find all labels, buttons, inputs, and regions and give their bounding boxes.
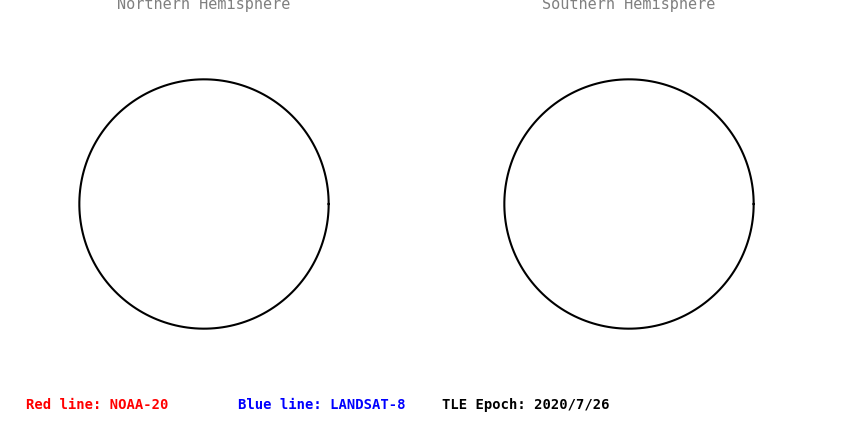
Text: TLE Epoch: 2020/7/26: TLE Epoch: 2020/7/26: [442, 398, 609, 412]
Text: Blue line: LANDSAT-8: Blue line: LANDSAT-8: [238, 398, 405, 412]
Title: Northern Hemisphere: Northern Hemisphere: [117, 0, 291, 11]
Title: Southern Hemisphere: Southern Hemisphere: [542, 0, 716, 11]
Text: Red line: NOAA-20: Red line: NOAA-20: [26, 398, 167, 412]
